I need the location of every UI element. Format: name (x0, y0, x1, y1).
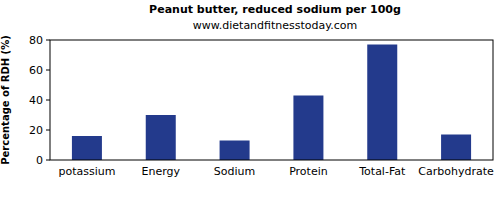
x-tick-label: Energy (141, 165, 180, 178)
background (0, 0, 500, 200)
y-tick-label: 60 (29, 64, 43, 77)
y-tick (46, 100, 50, 101)
x-tick-label: Sodium (214, 165, 255, 178)
y-tick-label: 40 (29, 94, 43, 107)
plot-frame (50, 40, 493, 160)
bars (72, 45, 471, 161)
y-axis-label: Percentage of RDH (%) (0, 35, 11, 165)
y-tick-label: 0 (36, 154, 43, 167)
x-tick-label: Protein (289, 165, 328, 178)
title: Peanut butter, reduced sodium per 100g (149, 3, 401, 16)
bar (367, 45, 397, 161)
chart-container: Peanut butter, reduced sodium per 100g ww… (0, 0, 500, 200)
x-tick-label: Carbohydrate (418, 165, 494, 178)
x-tick-label: Total-Fat (358, 165, 406, 178)
subtitle: www.dietandfitnesstoday.com (193, 19, 357, 32)
bar (293, 96, 323, 161)
bar (220, 141, 250, 161)
y-tick (46, 130, 50, 131)
bar (72, 136, 102, 160)
y-tick-label: 80 (29, 34, 43, 47)
bar (441, 135, 471, 161)
y-tick (46, 40, 50, 41)
y-tick-label: 20 (29, 124, 43, 137)
y-tick (46, 70, 50, 71)
y-tick (46, 160, 50, 161)
x-tick-label: potassium (58, 165, 115, 178)
bar (146, 115, 176, 160)
chart: Peanut butter, reduced sodium per 100g ww… (0, 0, 500, 200)
